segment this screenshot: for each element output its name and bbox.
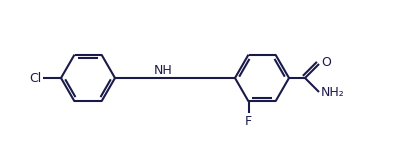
Text: Cl: Cl (29, 72, 41, 84)
Text: NH₂: NH₂ (321, 87, 345, 99)
Text: F: F (245, 115, 252, 128)
Text: O: O (321, 57, 331, 69)
Text: NH: NH (154, 64, 172, 77)
